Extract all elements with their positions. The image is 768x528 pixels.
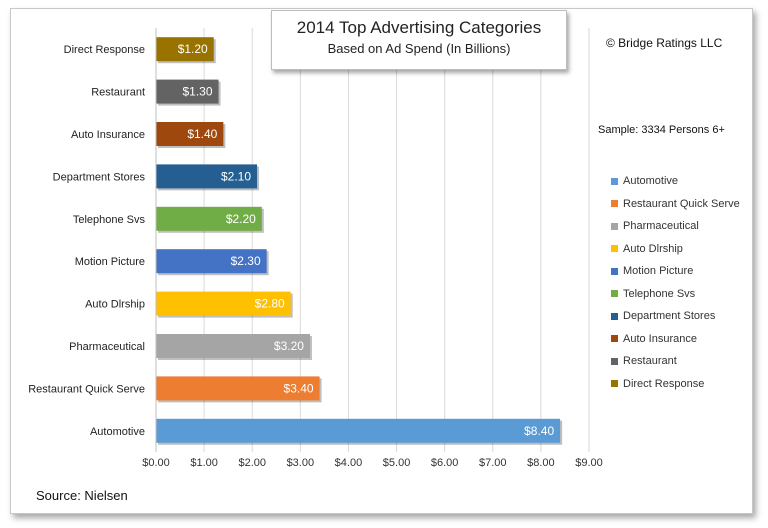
source-note: Source: Nielsen — [36, 488, 128, 503]
category-label: Auto Insurance — [71, 129, 145, 141]
bar-pharmaceutical — [156, 334, 310, 358]
legend-swatch — [611, 312, 618, 320]
sample-note: Sample: 3334 Persons 6+ — [598, 124, 725, 136]
chart-legend: Automotive Restaurant Quick Serve Pharmace… — [611, 170, 740, 395]
data-label: $2.20 — [226, 212, 256, 226]
legend-item-restaurant: Restaurant — [611, 350, 740, 373]
legend-item-auto-insurance: Auto Insurance — [611, 328, 740, 351]
legend-label: Telephone Svs — [623, 287, 696, 300]
bar-auto-dlrship — [156, 291, 291, 316]
legend-swatch — [611, 357, 618, 365]
bar-automotive — [156, 418, 561, 443]
bar-motion-picture — [156, 249, 267, 274]
x-tick-label: $8.00 — [527, 457, 555, 469]
category-label: Pharmaceutical — [69, 341, 145, 353]
legend-swatch — [611, 245, 618, 253]
legend-label: Direct Response — [623, 377, 705, 390]
legend-swatch — [611, 335, 618, 343]
legend-label: Department Stores — [623, 310, 716, 323]
legend-item-motion-picture: Motion Picture — [611, 260, 740, 283]
data-label: $2.80 — [255, 297, 285, 311]
x-tick-label: $4.00 — [335, 457, 363, 469]
legend-item-department-stores: Department Stores — [611, 305, 740, 328]
x-tick-label: $6.00 — [431, 457, 459, 469]
legend-item-pharmaceutical: Pharmaceutical — [611, 215, 740, 238]
bar-telephone-svs — [156, 206, 262, 231]
x-tick-label: $1.00 — [190, 457, 218, 469]
legend-label: Auto Insurance — [623, 332, 697, 345]
legend-label: Automotive — [623, 175, 679, 188]
category-label: Department Stores — [53, 171, 146, 183]
legend-swatch — [611, 177, 618, 185]
data-label: $2.30 — [231, 254, 261, 268]
x-tick-label: $9.00 — [575, 457, 603, 469]
x-tick-label: $0.00 — [142, 457, 170, 469]
legend-item-telephone-svs: Telephone Svs — [611, 283, 740, 306]
legend-item-direct-response: Direct Response — [611, 373, 740, 396]
x-tick-label: $5.00 — [383, 457, 411, 469]
category-label: Telephone Svs — [73, 214, 146, 226]
category-label: Motion Picture — [75, 256, 145, 268]
data-label: $1.30 — [183, 85, 213, 99]
data-label: $2.10 — [221, 169, 251, 183]
chart-title: 2014 Top Advertising Categories — [296, 18, 542, 37]
legend-label: Restaurant Quick Serve — [623, 197, 740, 210]
bar-restaurant-quick-serve — [156, 376, 320, 401]
legend-swatch — [611, 290, 618, 298]
data-label: $1.40 — [187, 127, 217, 141]
category-label: Restaurant — [91, 87, 145, 99]
chart-subtitle: Based on Ad Spend (In Billions) — [327, 41, 511, 56]
data-label: $1.20 — [178, 42, 208, 56]
legend-item-automotive: Automotive — [611, 170, 740, 193]
category-label: Auto Dlrship — [85, 299, 145, 311]
chart-title-box: 2014 Top Advertising Categories Based on… — [271, 10, 567, 70]
copyright-note: © Bridge Ratings LLC — [606, 36, 723, 50]
category-label: Automotive — [90, 426, 145, 438]
legend-swatch — [611, 222, 618, 230]
x-tick-label: $3.00 — [287, 457, 315, 469]
legend-label: Pharmaceutical — [623, 220, 699, 233]
bar-department-stores — [156, 164, 258, 189]
legend-label: Motion Picture — [623, 265, 694, 278]
legend-swatch — [611, 200, 618, 208]
data-label: $3.20 — [274, 339, 304, 353]
legend-item-restaurant-quick-serve: Restaurant Quick Serve — [611, 193, 740, 216]
category-label: Restaurant Quick Serve — [28, 383, 145, 395]
x-tick-label: $2.00 — [238, 457, 266, 469]
legend-label: Restaurant — [623, 355, 677, 368]
bar-restaurant — [156, 79, 219, 104]
legend-item-auto-dlrship: Auto Dlrship — [611, 238, 740, 261]
legend-label: Auto Dlrship — [623, 242, 683, 255]
legend-swatch — [611, 267, 618, 275]
x-tick-label: $7.00 — [479, 457, 507, 469]
category-label: Direct Response — [64, 44, 145, 56]
bar-direct-response — [156, 37, 214, 62]
data-label: $3.40 — [284, 381, 314, 395]
legend-swatch — [611, 380, 618, 388]
bar-auto-insurance — [156, 122, 224, 146]
data-label: $8.40 — [524, 424, 554, 438]
